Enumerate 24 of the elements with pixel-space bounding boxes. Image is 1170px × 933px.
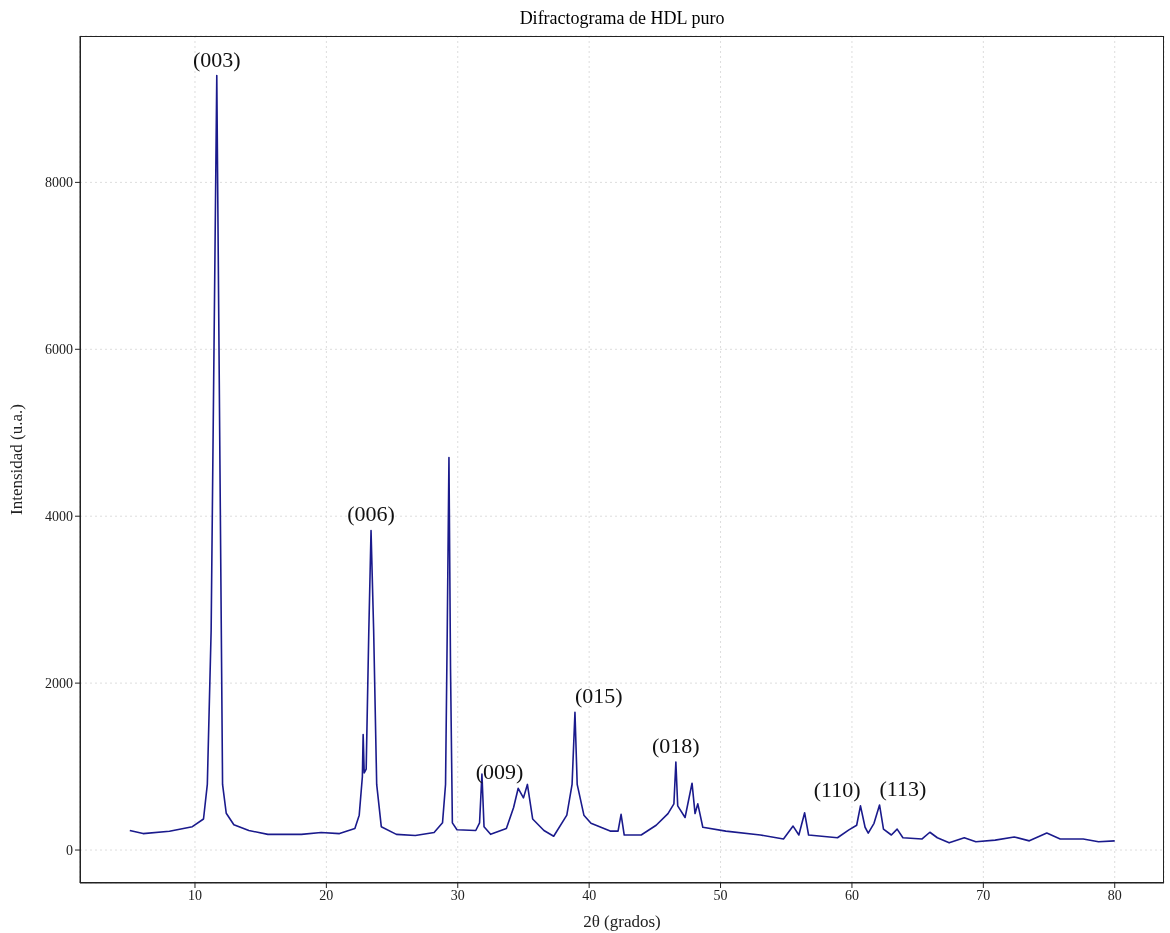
x-tick-label: 50 [713,887,728,903]
annotation: (113) [879,775,927,801]
x-tick-label: 20 [319,887,334,903]
y-tick-label: 4000 [45,509,73,525]
x-tick-label: 40 [582,887,597,903]
annotation: (018) [652,733,700,759]
annotation: (006) [347,501,395,527]
x-tick-label: 80 [1107,887,1122,903]
y-tick-label: 8000 [45,175,73,191]
x-tick-label: 60 [844,887,859,903]
x-tick-label: 30 [450,887,465,903]
annotation: (009) [475,759,524,785]
chart-title: Difractograma de HDL puro [518,8,726,29]
annotation: (003) [192,46,241,72]
y-tick-label: 0 [66,843,73,858]
y-tick-label: 6000 [45,342,73,358]
annotation: (110) [813,776,861,802]
y-axis-title: Intensidad (u.a.) [7,404,27,515]
x-tick-label: 10 [187,887,202,903]
y-tick-label: 2000 [45,676,73,692]
annotation: (015) [574,683,623,709]
line-series [129,74,1116,844]
x-tick-label: 70 [976,887,991,903]
x-axis-title: 2θ (grados) [583,912,661,931]
